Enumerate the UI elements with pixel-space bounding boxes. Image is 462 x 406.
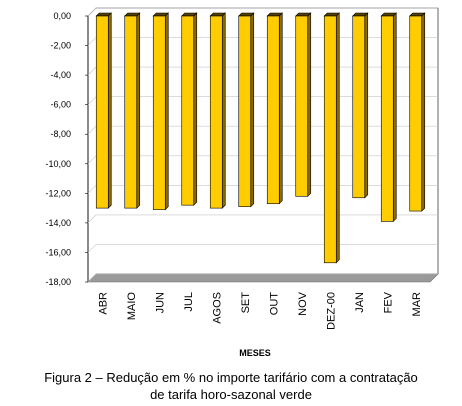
- bar-nov: [295, 12, 312, 198]
- x-tick-label: JUN: [154, 292, 166, 313]
- gridline-depth: [87, 155, 97, 164]
- bar-side: [221, 12, 226, 209]
- bar-side: [421, 12, 426, 212]
- y-tick-label: -8,00: [50, 129, 71, 139]
- bar-front: [209, 15, 223, 209]
- bar-top: [238, 12, 255, 17]
- bar-top: [95, 12, 112, 17]
- bar-jan: [352, 12, 369, 199]
- x-tick-label: FEV: [382, 291, 394, 313]
- x-tick-label: DEZ-00: [325, 292, 337, 330]
- bar-side: [193, 12, 198, 206]
- bar-mar: [409, 12, 426, 212]
- bar-front: [295, 15, 309, 197]
- x-tick-label: SET: [240, 292, 252, 314]
- bar-side: [392, 12, 397, 223]
- x-tick-label: ABR: [97, 292, 109, 315]
- y-tick-label: -10,00: [45, 159, 71, 169]
- bar-front: [266, 15, 280, 204]
- gridline-depth: [87, 66, 97, 76]
- bar-front: [409, 15, 423, 212]
- gridline-depth: [87, 244, 97, 253]
- bar-side: [136, 12, 141, 209]
- y-tick-label: -12,00: [45, 188, 71, 198]
- bar-top: [124, 12, 141, 17]
- bar-side: [278, 12, 283, 205]
- bar-side: [107, 12, 112, 209]
- y-tick-label: -2,00: [50, 41, 71, 51]
- bar-maio: [124, 12, 141, 209]
- bar-top: [323, 12, 340, 17]
- bar-top: [266, 12, 283, 17]
- bar-jun: [152, 12, 169, 211]
- bar-top: [152, 12, 169, 17]
- bar-top: [352, 12, 369, 17]
- caption-line-1: Figura 2 – Redução em % no importe tarif…: [44, 370, 418, 385]
- figure-caption: Figura 2 – Redução em % no importe tarif…: [0, 369, 462, 403]
- y-tick-label: -16,00: [45, 247, 71, 257]
- y-tick-label: -6,00: [50, 100, 71, 110]
- bar-front: [352, 15, 366, 199]
- plot-floor: [87, 273, 439, 283]
- bar-set: [238, 12, 255, 208]
- bar-side: [164, 12, 169, 211]
- bar-side: [364, 12, 369, 199]
- y-tick-label: -18,00: [45, 277, 71, 287]
- bar-side: [335, 12, 340, 264]
- bar-top: [409, 12, 426, 17]
- bar-front: [323, 15, 337, 264]
- bar-side: [250, 12, 255, 208]
- bar-front: [380, 15, 394, 222]
- bar-front: [95, 15, 109, 209]
- bars: [95, 12, 426, 264]
- bar-front: [124, 15, 138, 209]
- bar-fev: [380, 12, 397, 223]
- gridline-depth: [87, 185, 97, 194]
- y-tick-label: 0,00: [53, 11, 71, 21]
- bar-front: [181, 15, 195, 206]
- y-tick-label: -14,00: [45, 218, 71, 228]
- x-axis-title: MESES: [239, 348, 271, 358]
- bar-out: [266, 12, 283, 205]
- x-tick-label: MAIO: [126, 292, 138, 321]
- bar-front: [152, 15, 166, 210]
- plot-area: [87, 7, 439, 283]
- gridline-depth: [87, 37, 97, 46]
- bar-top: [380, 12, 397, 17]
- bar-jul: [181, 12, 198, 206]
- gridline-depth: [87, 273, 97, 283]
- y-axis-ticks: 0,00 -2,00 -4,00 -6,00 -8,00 -10,00 -12,00 -14,…: [45, 11, 88, 287]
- bar-front: [238, 15, 252, 207]
- bar-top: [181, 12, 198, 17]
- bar-abr: [95, 12, 112, 209]
- gridline-depth: [87, 214, 97, 224]
- x-axis-categories: ABR MAIO JUN JUL AGOS SET OUT NOV DEZ-00 JAN FEV MA…: [97, 291, 423, 330]
- y-tick-label: -4,00: [50, 70, 71, 80]
- bar-dez-00: [323, 12, 340, 264]
- bar-top: [295, 12, 312, 17]
- x-tick-label: JAN: [354, 292, 366, 313]
- bar-chart: 0,00 -2,00 -4,00 -6,00 -8,00 -10,00 -12,00 -14,…: [45, 7, 439, 358]
- x-tick-label: JUL: [183, 292, 195, 312]
- x-tick-label: OUT: [268, 292, 280, 316]
- x-tick-label: MAR: [411, 292, 423, 317]
- gridline-depth: [87, 126, 97, 135]
- gridline-depth: [87, 96, 97, 105]
- x-tick-label: AGOS: [211, 292, 223, 324]
- bar-agos: [209, 12, 226, 209]
- gridline-depth: [87, 7, 97, 17]
- x-tick-label: NOV: [297, 291, 309, 316]
- bar-side: [307, 12, 312, 198]
- caption-line-2: de tarifa horo-sazonal verde: [150, 387, 312, 402]
- bar-top: [209, 12, 226, 17]
